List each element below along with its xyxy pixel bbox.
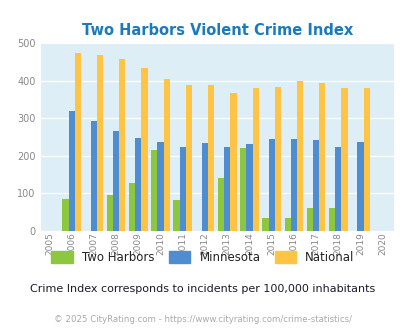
Bar [97,55,103,231]
Bar [328,209,335,231]
Bar [262,218,268,231]
Bar [157,142,163,231]
Bar [306,209,312,231]
Bar [290,139,296,231]
Text: © 2025 CityRating.com - https://www.cityrating.com/crime-statistics/: © 2025 CityRating.com - https://www.city… [54,315,351,324]
Legend: Two Harbors, Minnesota, National: Two Harbors, Minnesota, National [47,246,358,269]
Bar [107,195,113,231]
Bar [284,218,290,231]
Bar [179,147,185,231]
Bar [252,88,258,231]
Bar [268,139,274,231]
Bar [335,148,341,231]
Bar [201,143,208,231]
Bar [75,53,81,231]
Bar [217,178,224,231]
Bar [91,121,97,231]
Bar [163,79,169,231]
Bar [224,147,230,231]
Bar [208,85,214,231]
Bar [246,144,252,231]
Bar [113,131,119,231]
Bar [363,88,369,231]
Bar [312,140,318,231]
Bar [318,83,324,231]
Bar [173,200,179,231]
Bar [151,150,157,231]
Bar [356,142,363,231]
Bar [239,148,246,231]
Bar [185,85,192,231]
Bar [230,92,236,231]
Bar [274,86,280,231]
Bar [141,69,147,231]
Bar [296,81,303,231]
Bar [341,88,347,231]
Text: Crime Index corresponds to incidents per 100,000 inhabitants: Crime Index corresponds to incidents per… [30,284,375,294]
Title: Two Harbors Violent Crime Index: Two Harbors Violent Crime Index [81,22,352,38]
Bar [135,138,141,231]
Bar [68,111,75,231]
Bar [62,199,68,231]
Bar [129,183,135,231]
Bar [119,59,125,231]
